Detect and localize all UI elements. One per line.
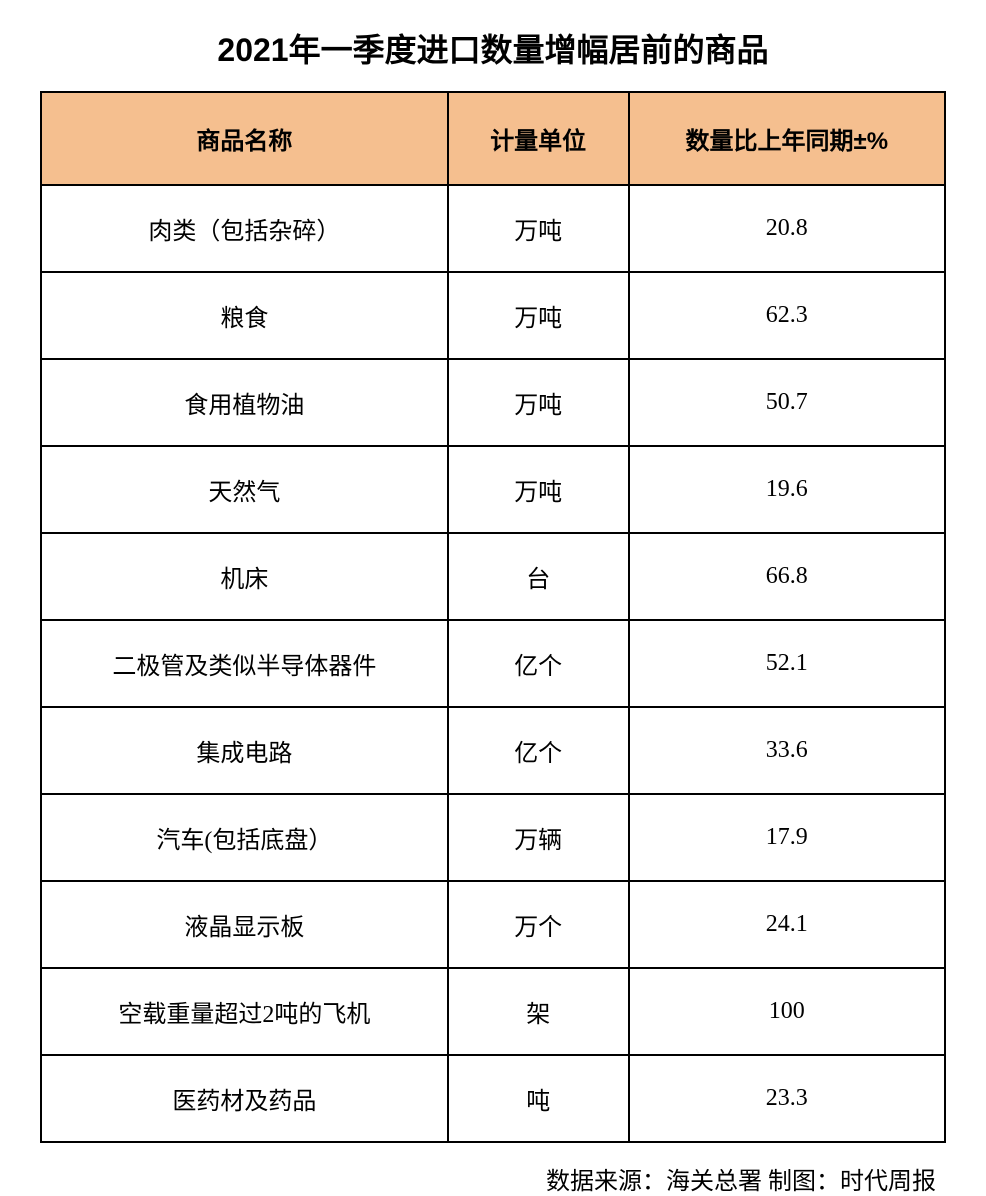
data-table: 商品名称 计量单位 数量比上年同期±% 肉类（包括杂碎） 万吨 20.8 粮食 …: [40, 91, 946, 1143]
cell-name: 食用植物油: [41, 359, 448, 446]
table-row: 食用植物油 万吨 50.7: [41, 359, 945, 446]
column-header-pct: 数量比上年同期±%: [629, 92, 945, 185]
source-text: 数据来源：海关总署 制图：时代周报: [40, 1161, 946, 1196]
cell-name: 液晶显示板: [41, 881, 448, 968]
table-row: 集成电路 亿个 33.6: [41, 707, 945, 794]
table-row: 液晶显示板 万个 24.1: [41, 881, 945, 968]
cell-name: 天然气: [41, 446, 448, 533]
table-row: 空载重量超过2吨的飞机 架 100: [41, 968, 945, 1055]
page-title: 2021年一季度进口数量增幅居前的商品: [40, 25, 946, 71]
cell-unit: 万个: [448, 881, 629, 968]
cell-unit: 架: [448, 968, 629, 1055]
cell-unit: 吨: [448, 1055, 629, 1142]
cell-name: 医药材及药品: [41, 1055, 448, 1142]
cell-name: 肉类（包括杂碎）: [41, 185, 448, 272]
table-header-row: 商品名称 计量单位 数量比上年同期±%: [41, 92, 945, 185]
cell-pct: 62.3: [629, 272, 945, 359]
cell-pct: 19.6: [629, 446, 945, 533]
cell-unit: 万吨: [448, 446, 629, 533]
cell-unit: 万辆: [448, 794, 629, 881]
cell-unit: 万吨: [448, 272, 629, 359]
cell-pct: 24.1: [629, 881, 945, 968]
table-row: 医药材及药品 吨 23.3: [41, 1055, 945, 1142]
cell-unit: 台: [448, 533, 629, 620]
cell-pct: 66.8: [629, 533, 945, 620]
column-header-name: 商品名称: [41, 92, 448, 185]
cell-name: 粮食: [41, 272, 448, 359]
cell-pct: 33.6: [629, 707, 945, 794]
cell-unit: 万吨: [448, 359, 629, 446]
table-row: 肉类（包括杂碎） 万吨 20.8: [41, 185, 945, 272]
table-row: 机床 台 66.8: [41, 533, 945, 620]
table-row: 二极管及类似半导体器件 亿个 52.1: [41, 620, 945, 707]
cell-pct: 23.3: [629, 1055, 945, 1142]
column-header-unit: 计量单位: [448, 92, 629, 185]
cell-pct: 50.7: [629, 359, 945, 446]
table-row: 汽车(包括底盘） 万辆 17.9: [41, 794, 945, 881]
cell-name: 二极管及类似半导体器件: [41, 620, 448, 707]
cell-name: 汽车(包括底盘）: [41, 794, 448, 881]
table-body: 肉类（包括杂碎） 万吨 20.8 粮食 万吨 62.3 食用植物油 万吨 50.…: [41, 185, 945, 1142]
cell-pct: 100: [629, 968, 945, 1055]
cell-unit: 万吨: [448, 185, 629, 272]
cell-name: 空载重量超过2吨的飞机: [41, 968, 448, 1055]
cell-name: 机床: [41, 533, 448, 620]
cell-pct: 17.9: [629, 794, 945, 881]
cell-unit: 亿个: [448, 620, 629, 707]
cell-name: 集成电路: [41, 707, 448, 794]
table-row: 天然气 万吨 19.6: [41, 446, 945, 533]
cell-unit: 亿个: [448, 707, 629, 794]
table-row: 粮食 万吨 62.3: [41, 272, 945, 359]
cell-pct: 52.1: [629, 620, 945, 707]
cell-pct: 20.8: [629, 185, 945, 272]
